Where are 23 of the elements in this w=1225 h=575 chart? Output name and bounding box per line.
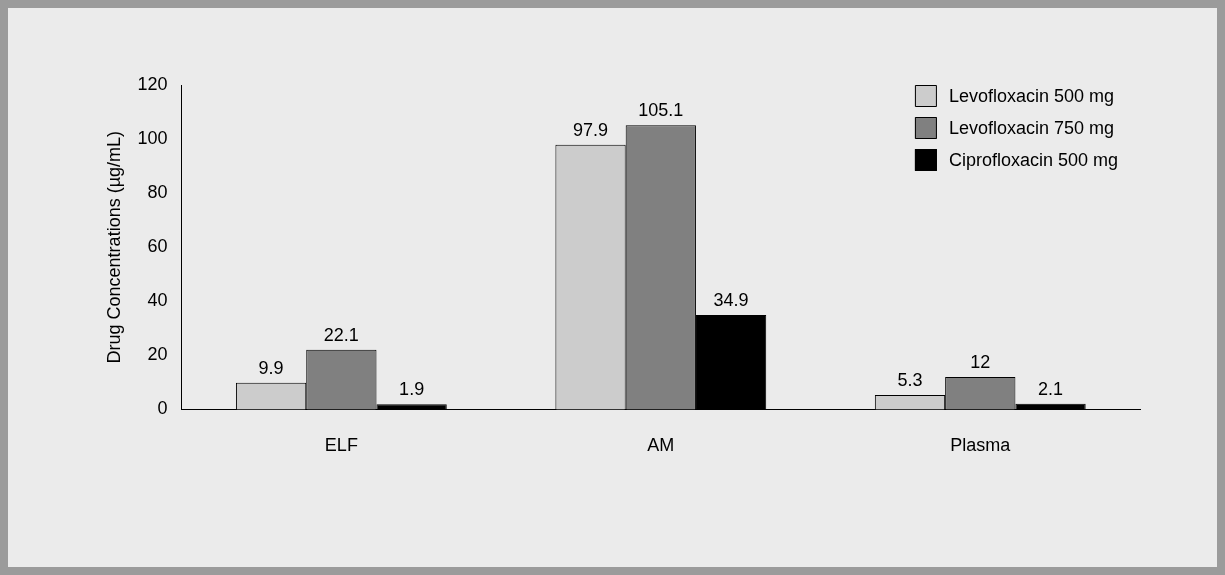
legend-label: Ciprofloxacin 500 mg: [948, 149, 1119, 170]
y-tick-label: 20: [147, 344, 168, 365]
data-label: 1.9: [399, 379, 425, 400]
y-tick-label: 120: [137, 73, 168, 94]
data-label: 105.1: [638, 100, 684, 121]
data-label: 22.1: [323, 324, 359, 345]
y-tick-label: 80: [147, 182, 168, 203]
y-axis-title: Drug Concentrations (µg/mL): [103, 130, 124, 364]
y-tick-label: 100: [137, 128, 168, 149]
data-label: 9.9: [258, 357, 284, 378]
y-tick-label: 40: [147, 290, 168, 311]
legend-label: Levofloxacin 750 mg: [948, 117, 1115, 138]
y-tick-label: 0: [157, 398, 168, 419]
legend-label: Levofloxacin 500 mg: [948, 85, 1115, 106]
data-label: 2.1: [1038, 378, 1064, 399]
x-tick-label: AM: [647, 435, 675, 456]
x-tick-label: ELF: [324, 435, 358, 456]
y-tick-label: 60: [147, 236, 168, 257]
data-label: 34.9: [713, 290, 749, 311]
x-tick-label: Plasma: [950, 435, 1012, 456]
data-label: 97.9: [573, 119, 609, 140]
data-label: 12: [970, 351, 991, 372]
data-label: 5.3: [897, 370, 923, 391]
